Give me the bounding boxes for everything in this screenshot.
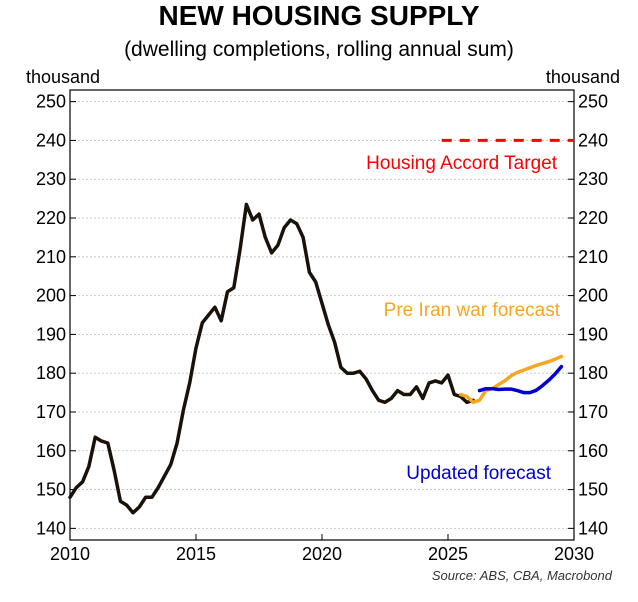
y-tick-label-right-150: 150: [578, 480, 608, 500]
y-tick-label-right-250: 250: [578, 92, 608, 112]
series-line-pre_iran: [458, 354, 564, 405]
y-tick-label-left-150: 150: [36, 480, 66, 500]
y-tick-label-right-200: 200: [578, 286, 608, 306]
left-axis-unit: thousand: [26, 67, 100, 87]
y-tick-label-left-140: 140: [36, 518, 66, 538]
x-tick-label-2020: 2020: [302, 544, 342, 564]
y-tick-label-right-190: 190: [578, 324, 608, 344]
y-tick-label-left-180: 180: [36, 363, 66, 383]
updated-forecast-label: Updated forecast: [406, 463, 551, 484]
housing-accord-label: Housing Accord Target: [366, 153, 558, 174]
source-note: Source: ABS, CBA, Macrobond: [432, 568, 613, 583]
x-axis-ticks: 2010 2015 2020 2025 2030: [50, 534, 594, 564]
right-axis-unit: thousand: [546, 67, 620, 87]
pre-iran-forecast-label: Pre Iran war forecast: [384, 300, 561, 321]
y-tick-label-right-140: 140: [578, 518, 608, 538]
y-tick-label-left-170: 170: [36, 402, 66, 422]
y-tick-label-right-160: 160: [578, 441, 608, 461]
y-axis-ticks: 140 140 150 150 160 160 170 170 180 180 190 190 200 2…: [36, 92, 608, 539]
y-tick-label-right-180: 180: [578, 363, 608, 383]
series-line-updated: [477, 364, 564, 395]
y-tick-label-left-250: 250: [36, 92, 66, 112]
y-tick-label-left-200: 200: [36, 286, 66, 306]
y-tick-label-left-220: 220: [36, 208, 66, 228]
series-line-actual: [68, 202, 475, 515]
y-tick-label-left-210: 210: [36, 247, 66, 267]
y-tick-label-left-240: 240: [36, 130, 66, 150]
x-tick-label-2015: 2015: [176, 544, 216, 564]
x-tick-label-2030: 2030: [554, 544, 594, 564]
x-tick-label-2025: 2025: [428, 544, 468, 564]
gridlines: [70, 101, 574, 529]
chart-title: NEW HOUSING SUPPLY: [158, 0, 479, 31]
y-tick-label-left-230: 230: [36, 169, 66, 189]
y-tick-label-left-190: 190: [36, 324, 66, 344]
y-tick-label-left-160: 160: [36, 441, 66, 461]
y-tick-label-right-240: 240: [578, 130, 608, 150]
y-tick-label-right-170: 170: [578, 402, 608, 422]
y-tick-label-right-220: 220: [578, 208, 608, 228]
y-tick-label-right-230: 230: [578, 169, 608, 189]
series-lines: [68, 138, 574, 515]
x-tick-label-2010: 2010: [50, 544, 90, 564]
y-tick-label-right-210: 210: [578, 247, 608, 267]
chart-subtitle: (dwelling completions, rolling annual su…: [124, 38, 514, 61]
